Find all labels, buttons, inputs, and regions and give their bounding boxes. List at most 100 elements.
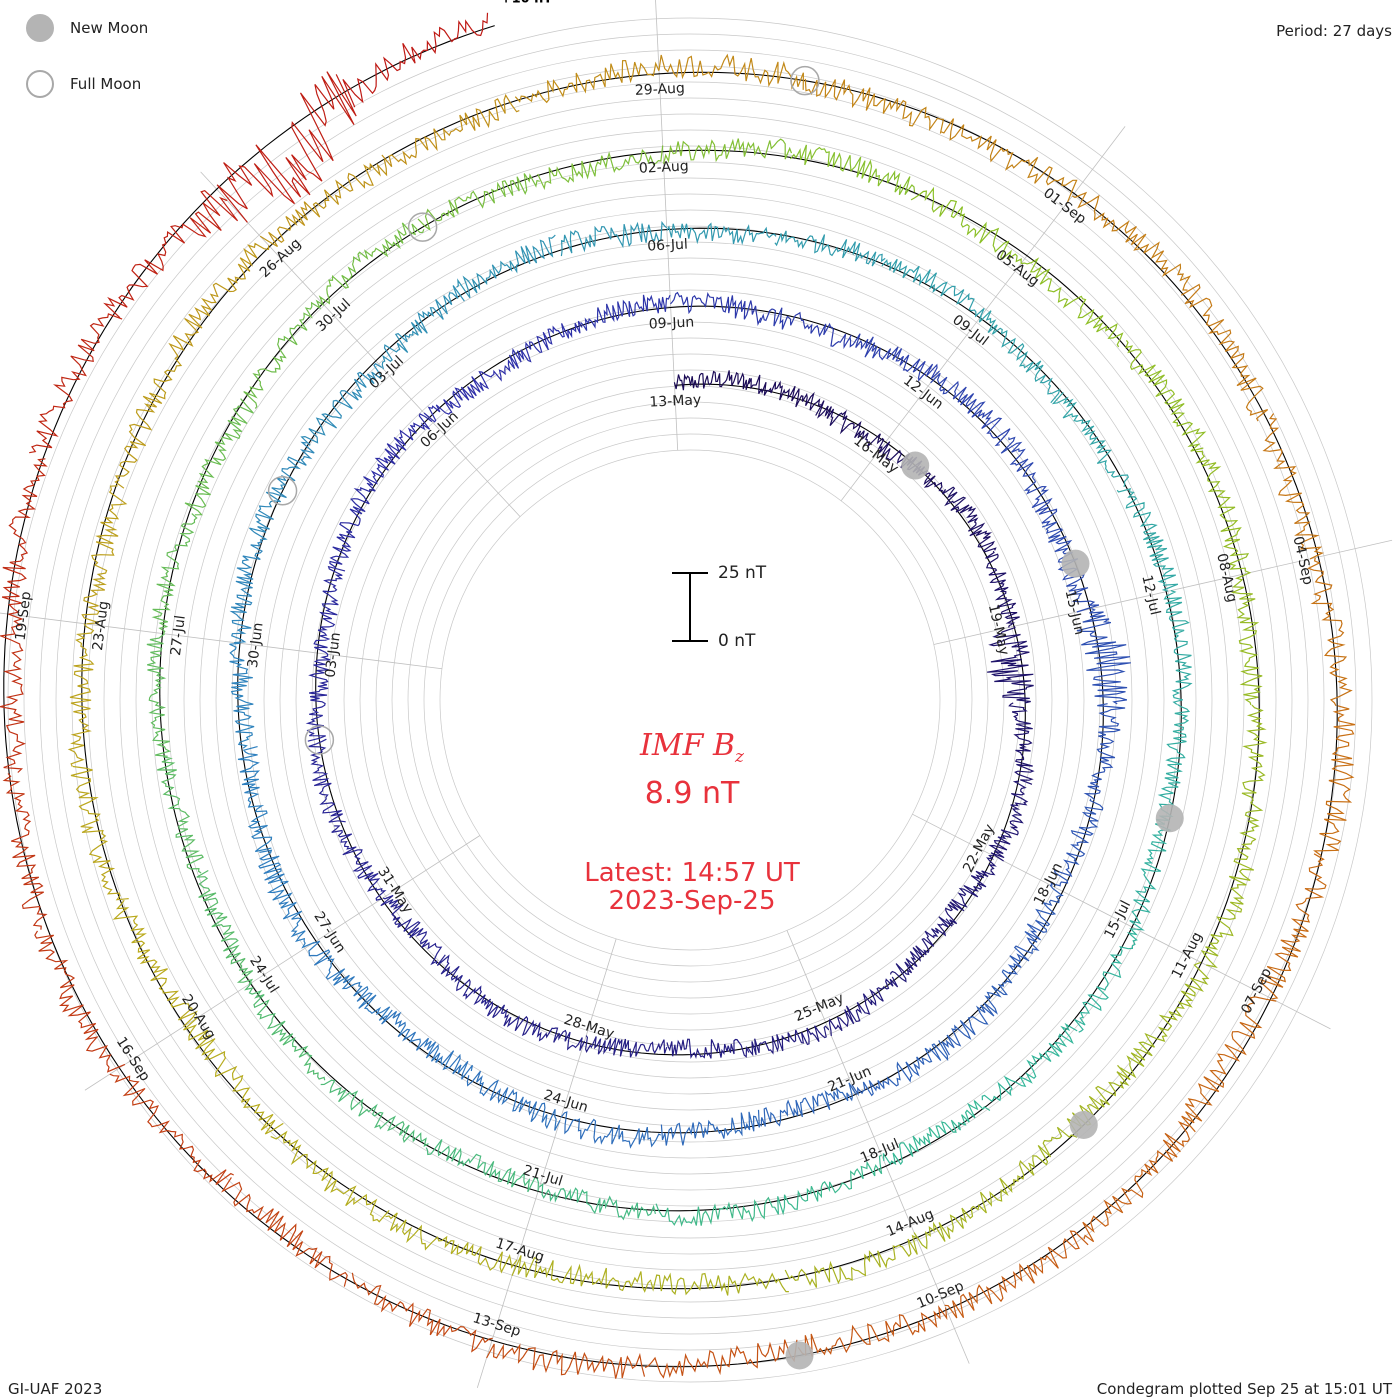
bz-trace-segment — [114, 356, 183, 489]
bz-trace-segment — [1239, 704, 1268, 841]
date-label: 15-Jul — [1102, 898, 1135, 941]
bz-trace-segment — [220, 1177, 348, 1287]
reference-ring — [407, 417, 973, 983]
bz-trace-segment — [244, 982, 326, 1081]
date-label: 13-Sep — [471, 1310, 523, 1340]
bz-trace-segment — [103, 190, 239, 319]
bz-trace-segment — [1262, 413, 1325, 560]
bz-trace-segment — [1306, 557, 1353, 707]
offset-scale: +20 nT+10 nT — [501, 0, 553, 7]
bz-trace-segment — [584, 1035, 668, 1058]
day-spoke — [912, 813, 1331, 1030]
reference-ring — [151, 161, 1229, 1239]
new-moon-marker — [1155, 804, 1184, 833]
reference-ring — [103, 113, 1277, 1287]
bz-trace-segment — [1021, 257, 1124, 348]
bz-trace-segment — [381, 285, 465, 370]
reference-ring — [215, 225, 1165, 1175]
date-label: 03-Jun — [322, 631, 344, 678]
bz-trace-segment — [560, 1111, 661, 1149]
date-label: 08-Aug — [1213, 552, 1240, 604]
bz-trace-segment — [380, 894, 443, 966]
bz-trace-segment — [504, 320, 583, 373]
date-label: 06-Jun — [417, 408, 461, 451]
bz-trace-segment — [1050, 798, 1104, 887]
bz-trace-segment — [1000, 436, 1058, 526]
bz-trace-segment — [660, 1109, 760, 1146]
reference-ring — [231, 241, 1149, 1159]
bz-trace-segment — [342, 12, 489, 108]
bz-trace-segment — [1076, 608, 1131, 705]
bz-trace-segment — [666, 222, 777, 246]
bz-trace-segment — [981, 1022, 1078, 1103]
bz-trace-segment — [331, 825, 387, 901]
day-spoke — [933, 539, 1393, 645]
bz-trace-segment — [986, 625, 1034, 704]
reference-ring — [183, 193, 1197, 1207]
bz-trace-segment — [168, 242, 270, 358]
date-label: 23-Aug — [90, 600, 112, 652]
bz-trace-segment — [29, 313, 123, 454]
chart-title-sub: z — [735, 747, 744, 767]
bz-trace-segment — [1074, 928, 1139, 1033]
date-label: 13-May — [649, 392, 702, 411]
bz-trace-segment — [1313, 705, 1356, 856]
bz-trace-segment — [466, 1070, 561, 1131]
reference-ring — [423, 433, 957, 967]
bz-trace-segment — [1125, 340, 1207, 452]
date-label: 29-Aug — [635, 80, 686, 98]
bz-trace-segment — [313, 565, 346, 655]
bz-trace-segment — [381, 93, 520, 168]
bz-trace-segment — [851, 1040, 949, 1097]
reference-rings — [7, 17, 1373, 1383]
full-moon-marker — [267, 476, 298, 506]
new-moon-marker — [785, 1341, 814, 1370]
scale-bar-line — [689, 572, 691, 642]
bz-trace-segment — [815, 400, 885, 450]
bz-trace-segment — [81, 485, 128, 625]
bz-trace-segment — [511, 1255, 652, 1293]
bz-trace-segment — [889, 916, 953, 983]
date-label: 16-May — [850, 433, 901, 477]
reference-ring — [439, 449, 941, 951]
bz-trace-segment — [183, 1017, 284, 1135]
bz-trace-segment — [797, 1305, 948, 1357]
scale-bottom-label: 0 nT — [718, 631, 756, 651]
latest-date: 2023-Sep-25 — [608, 886, 776, 916]
day-spoke — [786, 930, 970, 1364]
bz-trace-segment — [978, 310, 1061, 404]
day-spoke — [840, 126, 1126, 502]
bz-trace-segment — [1195, 450, 1250, 574]
reference-ring — [39, 49, 1341, 1351]
bz-trace-segment — [1119, 961, 1210, 1079]
bz-trace-segment — [363, 413, 433, 486]
bz-trace-segment — [423, 369, 507, 423]
bz-trace-segment — [1072, 191, 1192, 291]
bz-trace-segment — [644, 1339, 798, 1379]
bz-trace-segment — [759, 307, 852, 350]
date-label: 04-Sep — [1289, 535, 1316, 587]
bz-trace-segment — [1028, 1064, 1131, 1168]
day-spoke — [655, 0, 679, 451]
bz-trace-segment — [503, 1011, 586, 1051]
bz-trace-segment — [1082, 1120, 1191, 1243]
day-spoke — [476, 938, 617, 1388]
full-moon-icon — [26, 70, 54, 98]
full-moon-marker — [407, 212, 438, 242]
reference-ring — [247, 257, 1133, 1143]
bz-trace-segment — [1007, 884, 1064, 975]
footer-plot-time: Condegram plotted Sep 25 at 15:01 UT — [1096, 1380, 1392, 1398]
chart-title-main: IMF B — [640, 728, 735, 763]
bz-trace-segment — [0, 613, 26, 773]
bz-trace-segment — [67, 623, 95, 767]
reference-ring — [343, 353, 1037, 1047]
bz-trace-segment — [146, 633, 172, 757]
scale-top-label: 25 nT — [718, 563, 767, 583]
reference-ring — [135, 145, 1245, 1255]
chart-title: IMF Bz — [392, 728, 992, 767]
bz-trace-segment — [804, 78, 945, 134]
bz-trace-segment — [425, 1139, 540, 1193]
bz-trace-segment — [1200, 838, 1256, 968]
bz-trace-segment — [663, 138, 793, 164]
